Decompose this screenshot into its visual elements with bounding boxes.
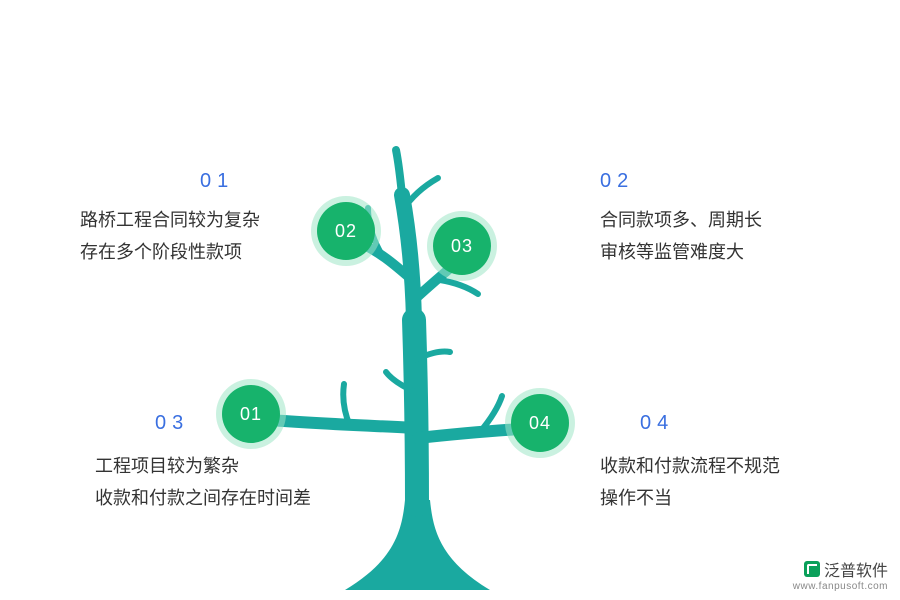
watermark-url: www.fanpusoft.com bbox=[793, 581, 888, 592]
label-text-line: 操作不当 bbox=[600, 482, 780, 514]
watermark-brand: 泛普软件 bbox=[824, 557, 888, 581]
label-block: 收款和付款流程不规范操作不当 bbox=[600, 450, 780, 515]
label-text-line: 路桥工程合同较为复杂 bbox=[80, 204, 260, 236]
label-text-line: 收款和付款流程不规范 bbox=[600, 450, 780, 482]
tree-node: 02 bbox=[317, 202, 375, 260]
label-number: 04 bbox=[640, 412, 674, 435]
tree-node: 01 bbox=[222, 385, 280, 443]
label-block: 合同款项多、周期长审核等监管难度大 bbox=[600, 204, 762, 269]
label-text-line: 审核等监管难度大 bbox=[600, 236, 762, 268]
tree-node-label: 04 bbox=[529, 413, 551, 434]
label-block: 路桥工程合同较为复杂存在多个阶段性款项 bbox=[80, 204, 260, 269]
label-text-line: 工程项目较为繁杂 bbox=[95, 450, 311, 482]
label-number: 02 bbox=[600, 170, 634, 193]
infographic-canvas: 02 03 01 04 01 路桥工程合同较为复杂存在多个阶段性款项 02 合同款项多、周期… bbox=[0, 0, 900, 600]
tree-node-label: 02 bbox=[335, 221, 357, 242]
label-text-line: 收款和付款之间存在时间差 bbox=[95, 482, 311, 514]
label-number: 03 bbox=[155, 412, 189, 435]
label-number: 01 bbox=[200, 170, 234, 193]
tree-node: 04 bbox=[511, 394, 569, 452]
watermark: 泛普软件 www.fanpusoft.com bbox=[793, 557, 888, 592]
label-text-line: 合同款项多、周期长 bbox=[600, 204, 762, 236]
tree-node-label: 03 bbox=[451, 236, 473, 257]
label-block: 工程项目较为繁杂收款和付款之间存在时间差 bbox=[95, 450, 311, 515]
logo-icon bbox=[804, 561, 820, 577]
label-text-line: 存在多个阶段性款项 bbox=[80, 236, 260, 268]
tree-node: 03 bbox=[433, 217, 491, 275]
tree-node-label: 01 bbox=[240, 404, 262, 425]
